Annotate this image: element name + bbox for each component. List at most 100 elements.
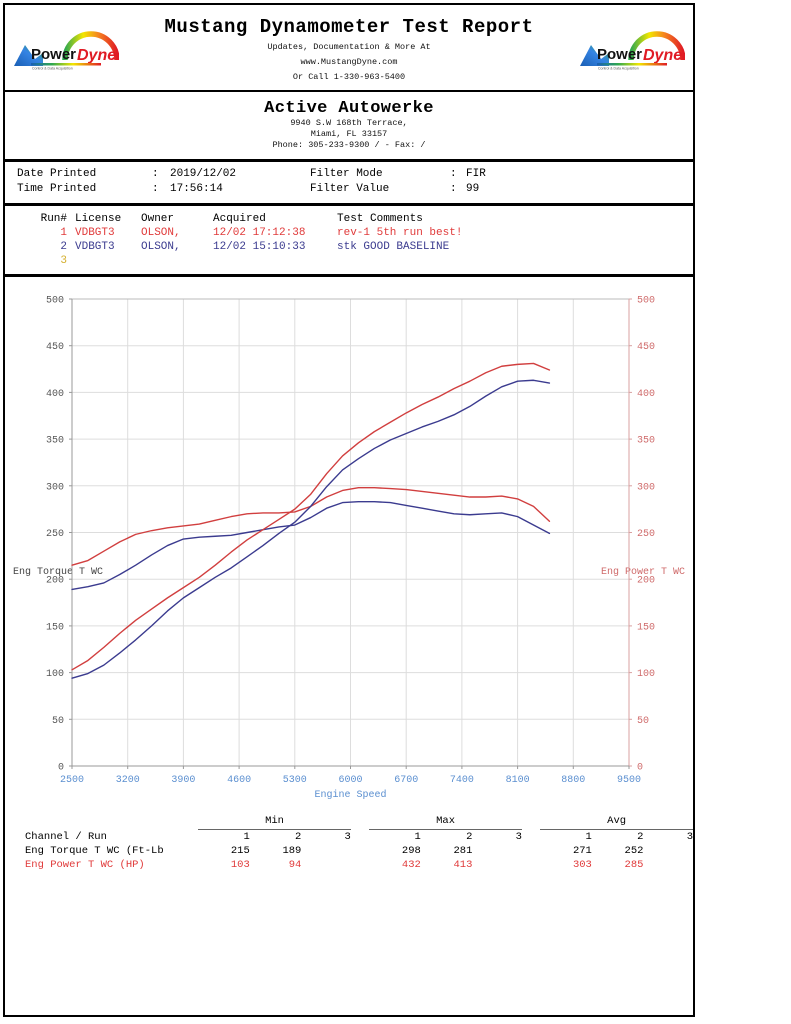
summary-min-run1: 215 (230, 845, 250, 857)
x-axis-ticks: 2500 3200 3900 4600 5300 6000 6700 7400 8100 8800… (60, 766, 641, 786)
time-printed-colon: : (152, 183, 159, 195)
summary-max-run1: 432 (401, 859, 421, 871)
print-and-filter-block: Date Printed : 2019/12/02 Filter Mode : … (5, 162, 693, 206)
svg-text:7400: 7400 (450, 775, 474, 786)
summary-gap (522, 844, 540, 858)
banner-subline-2: www.MustangDyne.com (300, 57, 398, 67)
runs-table: Run# License Owner Acquired Test Comment… (23, 212, 557, 268)
grid-lines (72, 299, 629, 766)
filter-value-colon: : (450, 183, 457, 195)
table-row[interactable]: 2 VDBGT3 OLSON, 12/02 15:10:33 stk GOOD … (23, 240, 557, 254)
right-axis-title: Eng Power T WC (600, 567, 685, 578)
svg-text:200: 200 (637, 576, 655, 587)
summary-table: Min Max Avg Channel / Run 1 2 3 1 (25, 814, 693, 872)
summary-row-channel: Eng Power T WC (HP) (25, 859, 145, 871)
svg-text:Power: Power (31, 46, 76, 63)
powerdyne-logo-left: Power Dyne Control & Data Acquisition (13, 31, 120, 71)
summary-max-run3 (472, 858, 522, 872)
run-acquired: 12/02 17:12:38 (213, 227, 306, 239)
summary-min-run3 (301, 858, 351, 872)
summary-channel-label: Channel / Run (25, 831, 107, 843)
summary-avg-run1: 271 (572, 845, 592, 857)
shop-address: 9940 S.W 168th Terrace, (290, 118, 408, 128)
left-axis-title: Eng Torque T WC (13, 567, 104, 578)
svg-text:5300: 5300 (283, 775, 307, 786)
time-printed-row: Time Printed : 17:56:14 Filter Value : 9… (17, 182, 693, 197)
summary-min-run2-header: 2 (295, 831, 302, 843)
svg-text:150: 150 (46, 622, 64, 633)
run-comments: rev-1 5th run best! (337, 227, 463, 239)
run-number: 1 (60, 227, 67, 239)
svg-text:4600: 4600 (227, 775, 251, 786)
svg-text:6700: 6700 (394, 775, 418, 786)
summary-max-run2: 413 (453, 859, 473, 871)
table-row[interactable]: 1 VDBGT3 OLSON, 12/02 17:12:38 rev-1 5th… (23, 226, 557, 240)
svg-text:3200: 3200 (116, 775, 140, 786)
date-printed-colon: : (152, 168, 159, 180)
filter-mode-label: Filter Mode (310, 168, 383, 180)
runs-col-license: License (75, 213, 122, 225)
run-owner: OLSON, (141, 241, 181, 253)
filter-value-label: Filter Value (310, 183, 390, 195)
svg-text:0: 0 (58, 763, 64, 774)
svg-text:500: 500 (637, 296, 655, 307)
report-title: Mustang Dynamometer Test Report (164, 16, 534, 38)
summary-max-run2-header: 2 (466, 831, 473, 843)
run-owner: OLSON, (141, 227, 181, 239)
summary-row-channel: Eng Torque T WC (Ft-Lb (25, 845, 164, 857)
runs-col-comments: Test Comments (337, 213, 423, 225)
right-axis-ticks: 0 50 100 150 200 250 300 350 400 450 500 (629, 296, 655, 774)
run-number: 3 (60, 255, 67, 267)
shop-info-block: Active Autowerke 9940 S.W 168th Terrace,… (5, 92, 693, 162)
svg-text:Dyne: Dyne (643, 47, 682, 64)
summary-avg-run2: 285 (624, 859, 644, 871)
summary-rule-max (369, 829, 522, 830)
summary-max-run1-header: 1 (414, 831, 421, 843)
svg-text:8800: 8800 (561, 775, 585, 786)
svg-text:Control & Data Acquisition: Control & Data Acquisition (598, 67, 639, 71)
svg-text:0: 0 (637, 763, 643, 774)
svg-text:150: 150 (637, 622, 655, 633)
summary-min-run3 (301, 844, 351, 858)
run-acquired: 12/02 15:10:33 (213, 241, 306, 253)
table-row: Eng Torque T WC (Ft-Lb 215 189 298 281 2… (25, 844, 693, 858)
summary-gap (522, 830, 540, 844)
summary-max-run2: 281 (453, 845, 473, 857)
summary-avg-run3-header: 3 (686, 831, 693, 843)
summary-rule-avg (540, 829, 693, 830)
summary-statistics-table: Min Max Avg Channel / Run 1 2 3 1 (5, 814, 693, 872)
svg-text:6000: 6000 (338, 775, 362, 786)
summary-gap (522, 814, 540, 829)
powerdyne-logo-right: Power Dyne Control & Data Acquisition (579, 31, 686, 71)
shop-phone-fax: Phone: 305-233-9300 / - Fax: / (272, 140, 426, 150)
run-license: VDBGT3 (75, 241, 115, 253)
summary-group-header-row: Min Max Avg (25, 814, 693, 829)
svg-text:300: 300 (637, 482, 655, 493)
summary-max-run1: 298 (401, 845, 421, 857)
banner-subline-1: Updates, Documentation & More At (267, 42, 431, 52)
svg-text:100: 100 (637, 669, 655, 680)
summary-gap (351, 830, 369, 844)
summary-channel-run-row: Channel / Run 1 2 3 1 2 3 1 2 3 (25, 830, 693, 844)
powerdyne-logo-icon: Power Dyne Control & Data Acquisition (580, 31, 686, 71)
filter-mode-value: FIR (466, 168, 486, 180)
date-printed-label: Date Printed (17, 168, 97, 180)
time-printed-label: Time Printed (17, 183, 97, 195)
x-axis-title: Engine Speed (314, 789, 386, 801)
summary-group-max: Max (436, 815, 456, 827)
summary-min-run2: 94 (288, 859, 302, 871)
table-row: Eng Power T WC (HP) 103 94 432 413 303 2… (25, 858, 693, 872)
svg-text:3900: 3900 (171, 775, 195, 786)
summary-min-run1-header: 1 (243, 831, 250, 843)
summary-gap (522, 858, 540, 872)
table-row[interactable]: 3 (23, 254, 557, 268)
left-axis-ticks: 0 50 100 150 200 250 300 350 400 450 500 (46, 296, 72, 774)
svg-text:8100: 8100 (506, 775, 530, 786)
svg-text:50: 50 (52, 716, 64, 727)
summary-gap (351, 814, 369, 829)
runs-col-acquired: Acquired (213, 213, 266, 225)
summary-avg-run2-header: 2 (637, 831, 644, 843)
svg-text:450: 450 (46, 342, 64, 353)
svg-text:350: 350 (46, 436, 64, 447)
time-printed-value: 17:56:14 (170, 183, 223, 195)
